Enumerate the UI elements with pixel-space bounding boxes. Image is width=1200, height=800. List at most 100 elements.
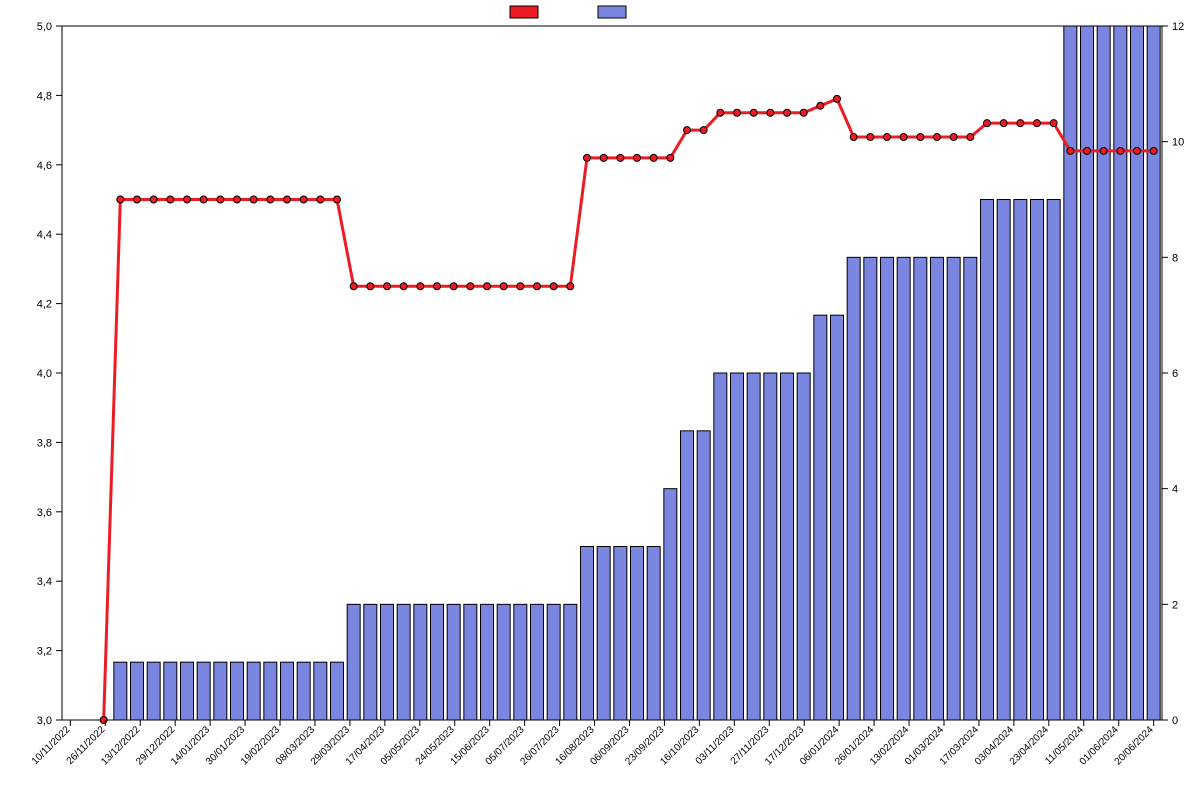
bar xyxy=(114,662,127,720)
bar xyxy=(381,604,394,720)
bar xyxy=(931,257,944,720)
bar xyxy=(647,547,660,721)
bar xyxy=(181,662,194,720)
bar xyxy=(347,604,360,720)
bar xyxy=(797,373,810,720)
y-left-tick-label: 3,4 xyxy=(37,576,52,588)
line-marker xyxy=(1017,120,1024,127)
bar xyxy=(514,604,527,720)
bar xyxy=(731,373,744,720)
line-marker xyxy=(400,283,407,290)
y-left-tick-label: 3,6 xyxy=(37,507,52,519)
bar xyxy=(364,604,377,720)
line-marker xyxy=(184,196,191,203)
y-left-tick-label: 4,8 xyxy=(37,90,52,102)
line-marker xyxy=(517,283,524,290)
y-right-tick-label: 8 xyxy=(1172,252,1178,264)
line-marker xyxy=(1150,147,1157,154)
line-marker xyxy=(1084,147,1091,154)
bar xyxy=(1131,26,1144,720)
line-marker xyxy=(967,134,974,141)
line-marker xyxy=(634,154,641,161)
line-marker xyxy=(250,196,257,203)
bar xyxy=(481,604,494,720)
y-right-tick-label: 12 xyxy=(1172,21,1184,33)
bar xyxy=(747,373,760,720)
line-marker xyxy=(1134,147,1141,154)
line-marker xyxy=(834,95,841,102)
line-marker xyxy=(484,283,491,290)
line-marker xyxy=(667,154,674,161)
y-left-tick-label: 5,0 xyxy=(37,21,52,33)
bar xyxy=(547,604,560,720)
bar xyxy=(781,373,794,720)
bar xyxy=(331,662,344,720)
bar xyxy=(864,257,877,720)
bar xyxy=(597,547,610,721)
bar xyxy=(1097,26,1110,720)
bar xyxy=(997,200,1010,721)
bar xyxy=(231,662,244,720)
line-marker xyxy=(784,109,791,116)
line-marker xyxy=(600,154,607,161)
line-marker xyxy=(934,134,941,141)
bar xyxy=(197,662,210,720)
bar xyxy=(497,604,510,720)
line-marker xyxy=(550,283,557,290)
line-marker xyxy=(1100,147,1107,154)
line-marker xyxy=(100,717,107,724)
bar xyxy=(914,257,927,720)
line-marker xyxy=(417,283,424,290)
line-marker xyxy=(900,134,907,141)
line-marker xyxy=(800,109,807,116)
bar xyxy=(947,257,960,720)
line-marker xyxy=(1117,147,1124,154)
bar xyxy=(581,547,594,721)
bar xyxy=(164,662,177,720)
y-left-tick-label: 4,0 xyxy=(37,368,52,380)
legend-swatch-bar xyxy=(598,6,626,18)
line-marker xyxy=(534,283,541,290)
bar xyxy=(814,315,827,720)
line-marker xyxy=(750,109,757,116)
bar xyxy=(847,257,860,720)
bar xyxy=(614,547,627,721)
line-marker xyxy=(867,134,874,141)
y-left-tick-label: 3,0 xyxy=(37,715,52,727)
line-marker xyxy=(767,109,774,116)
bar xyxy=(1031,200,1044,721)
bar xyxy=(247,662,260,720)
bar xyxy=(1047,200,1060,721)
line-marker xyxy=(167,196,174,203)
bar xyxy=(464,604,477,720)
y-left-tick-label: 3,2 xyxy=(37,646,52,658)
y-right-tick-label: 0 xyxy=(1172,715,1178,727)
y-left-tick-label: 4,4 xyxy=(37,229,52,241)
bar xyxy=(1081,26,1094,720)
line-marker xyxy=(734,109,741,116)
bar xyxy=(564,604,577,720)
y-left-tick-label: 4,2 xyxy=(37,299,52,311)
line-marker xyxy=(717,109,724,116)
y-right-tick-label: 4 xyxy=(1172,484,1178,496)
line-marker xyxy=(884,134,891,141)
line-marker xyxy=(500,283,507,290)
y-left-tick-label: 4,6 xyxy=(37,160,52,172)
bar xyxy=(714,373,727,720)
y-right-tick-label: 2 xyxy=(1172,599,1178,611)
line-marker xyxy=(134,196,141,203)
bar xyxy=(297,662,310,720)
bar xyxy=(431,604,444,720)
bar xyxy=(214,662,227,720)
line-marker xyxy=(850,134,857,141)
line-marker xyxy=(567,283,574,290)
line-marker xyxy=(1050,120,1057,127)
line-marker xyxy=(1000,120,1007,127)
bar xyxy=(314,662,327,720)
line-marker xyxy=(384,283,391,290)
line-marker xyxy=(950,134,957,141)
line-marker xyxy=(1067,147,1074,154)
line-marker xyxy=(984,120,991,127)
line-marker xyxy=(584,154,591,161)
bar xyxy=(1064,26,1077,720)
